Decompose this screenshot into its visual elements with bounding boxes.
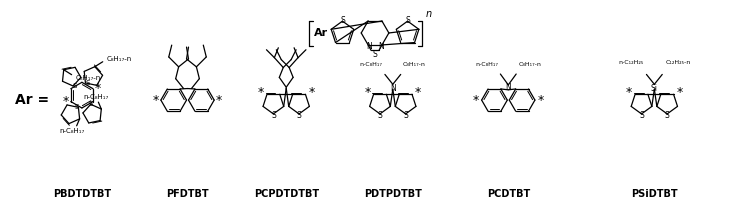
Text: n: n bbox=[426, 9, 432, 19]
Text: n-C₈H₁₇: n-C₈H₁₇ bbox=[360, 62, 383, 67]
Text: S: S bbox=[639, 111, 644, 120]
Text: S: S bbox=[73, 83, 77, 89]
Text: C₁₂H₂₅-n: C₁₂H₂₅-n bbox=[665, 60, 691, 65]
Text: Si: Si bbox=[651, 84, 658, 93]
Text: S: S bbox=[373, 50, 377, 59]
Text: S: S bbox=[88, 101, 93, 107]
Text: S: S bbox=[403, 111, 408, 120]
Text: *: * bbox=[364, 86, 370, 99]
Text: Ar: Ar bbox=[314, 28, 328, 38]
Text: n-C₈H₁₇: n-C₈H₁₇ bbox=[84, 94, 109, 100]
Text: Ar =: Ar = bbox=[15, 93, 49, 107]
Text: S: S bbox=[74, 104, 79, 110]
Text: *: * bbox=[63, 95, 69, 108]
Text: PCPDTDTBT: PCPDTDTBT bbox=[254, 189, 319, 199]
Text: S: S bbox=[340, 16, 345, 25]
Text: n-C₈H₁₇: n-C₈H₁₇ bbox=[475, 62, 498, 67]
Text: S: S bbox=[377, 111, 383, 120]
Text: S: S bbox=[405, 16, 410, 25]
Text: *: * bbox=[153, 94, 159, 106]
Text: S: S bbox=[85, 80, 90, 86]
Text: S: S bbox=[296, 111, 302, 120]
Text: *: * bbox=[258, 86, 264, 99]
Text: n-C₁₂H₂₅: n-C₁₂H₂₅ bbox=[618, 60, 643, 65]
Text: *: * bbox=[415, 86, 421, 99]
Text: *: * bbox=[308, 86, 314, 99]
Text: *: * bbox=[216, 94, 222, 106]
Text: *: * bbox=[626, 86, 632, 99]
Text: *: * bbox=[472, 94, 479, 106]
Text: *: * bbox=[677, 86, 683, 99]
Text: PBDTDTBT: PBDTDTBT bbox=[53, 189, 111, 199]
Text: S: S bbox=[271, 111, 276, 120]
Text: PCDTBT: PCDTBT bbox=[487, 189, 530, 199]
Text: *: * bbox=[94, 82, 101, 95]
Text: PFDTBT: PFDTBT bbox=[166, 189, 209, 199]
Text: *: * bbox=[538, 94, 544, 106]
Text: N: N bbox=[390, 84, 395, 93]
Text: C₈H₁₇-n: C₈H₁₇-n bbox=[519, 62, 541, 67]
Text: C₈H₁₇-n: C₈H₁₇-n bbox=[403, 62, 426, 67]
Text: C₈H₁₇-n: C₈H₁₇-n bbox=[107, 56, 132, 62]
Text: N: N bbox=[506, 83, 511, 92]
Text: N: N bbox=[378, 42, 384, 51]
Text: n-C₈H₁₇: n-C₈H₁₇ bbox=[59, 128, 85, 134]
Text: N: N bbox=[366, 42, 372, 51]
Text: C₈H₁₇-n: C₈H₁₇-n bbox=[76, 75, 101, 81]
Text: S: S bbox=[665, 111, 670, 120]
Text: PSiDTBT: PSiDTBT bbox=[631, 189, 677, 199]
Text: PDTPDTBT: PDTPDTBT bbox=[364, 189, 422, 199]
